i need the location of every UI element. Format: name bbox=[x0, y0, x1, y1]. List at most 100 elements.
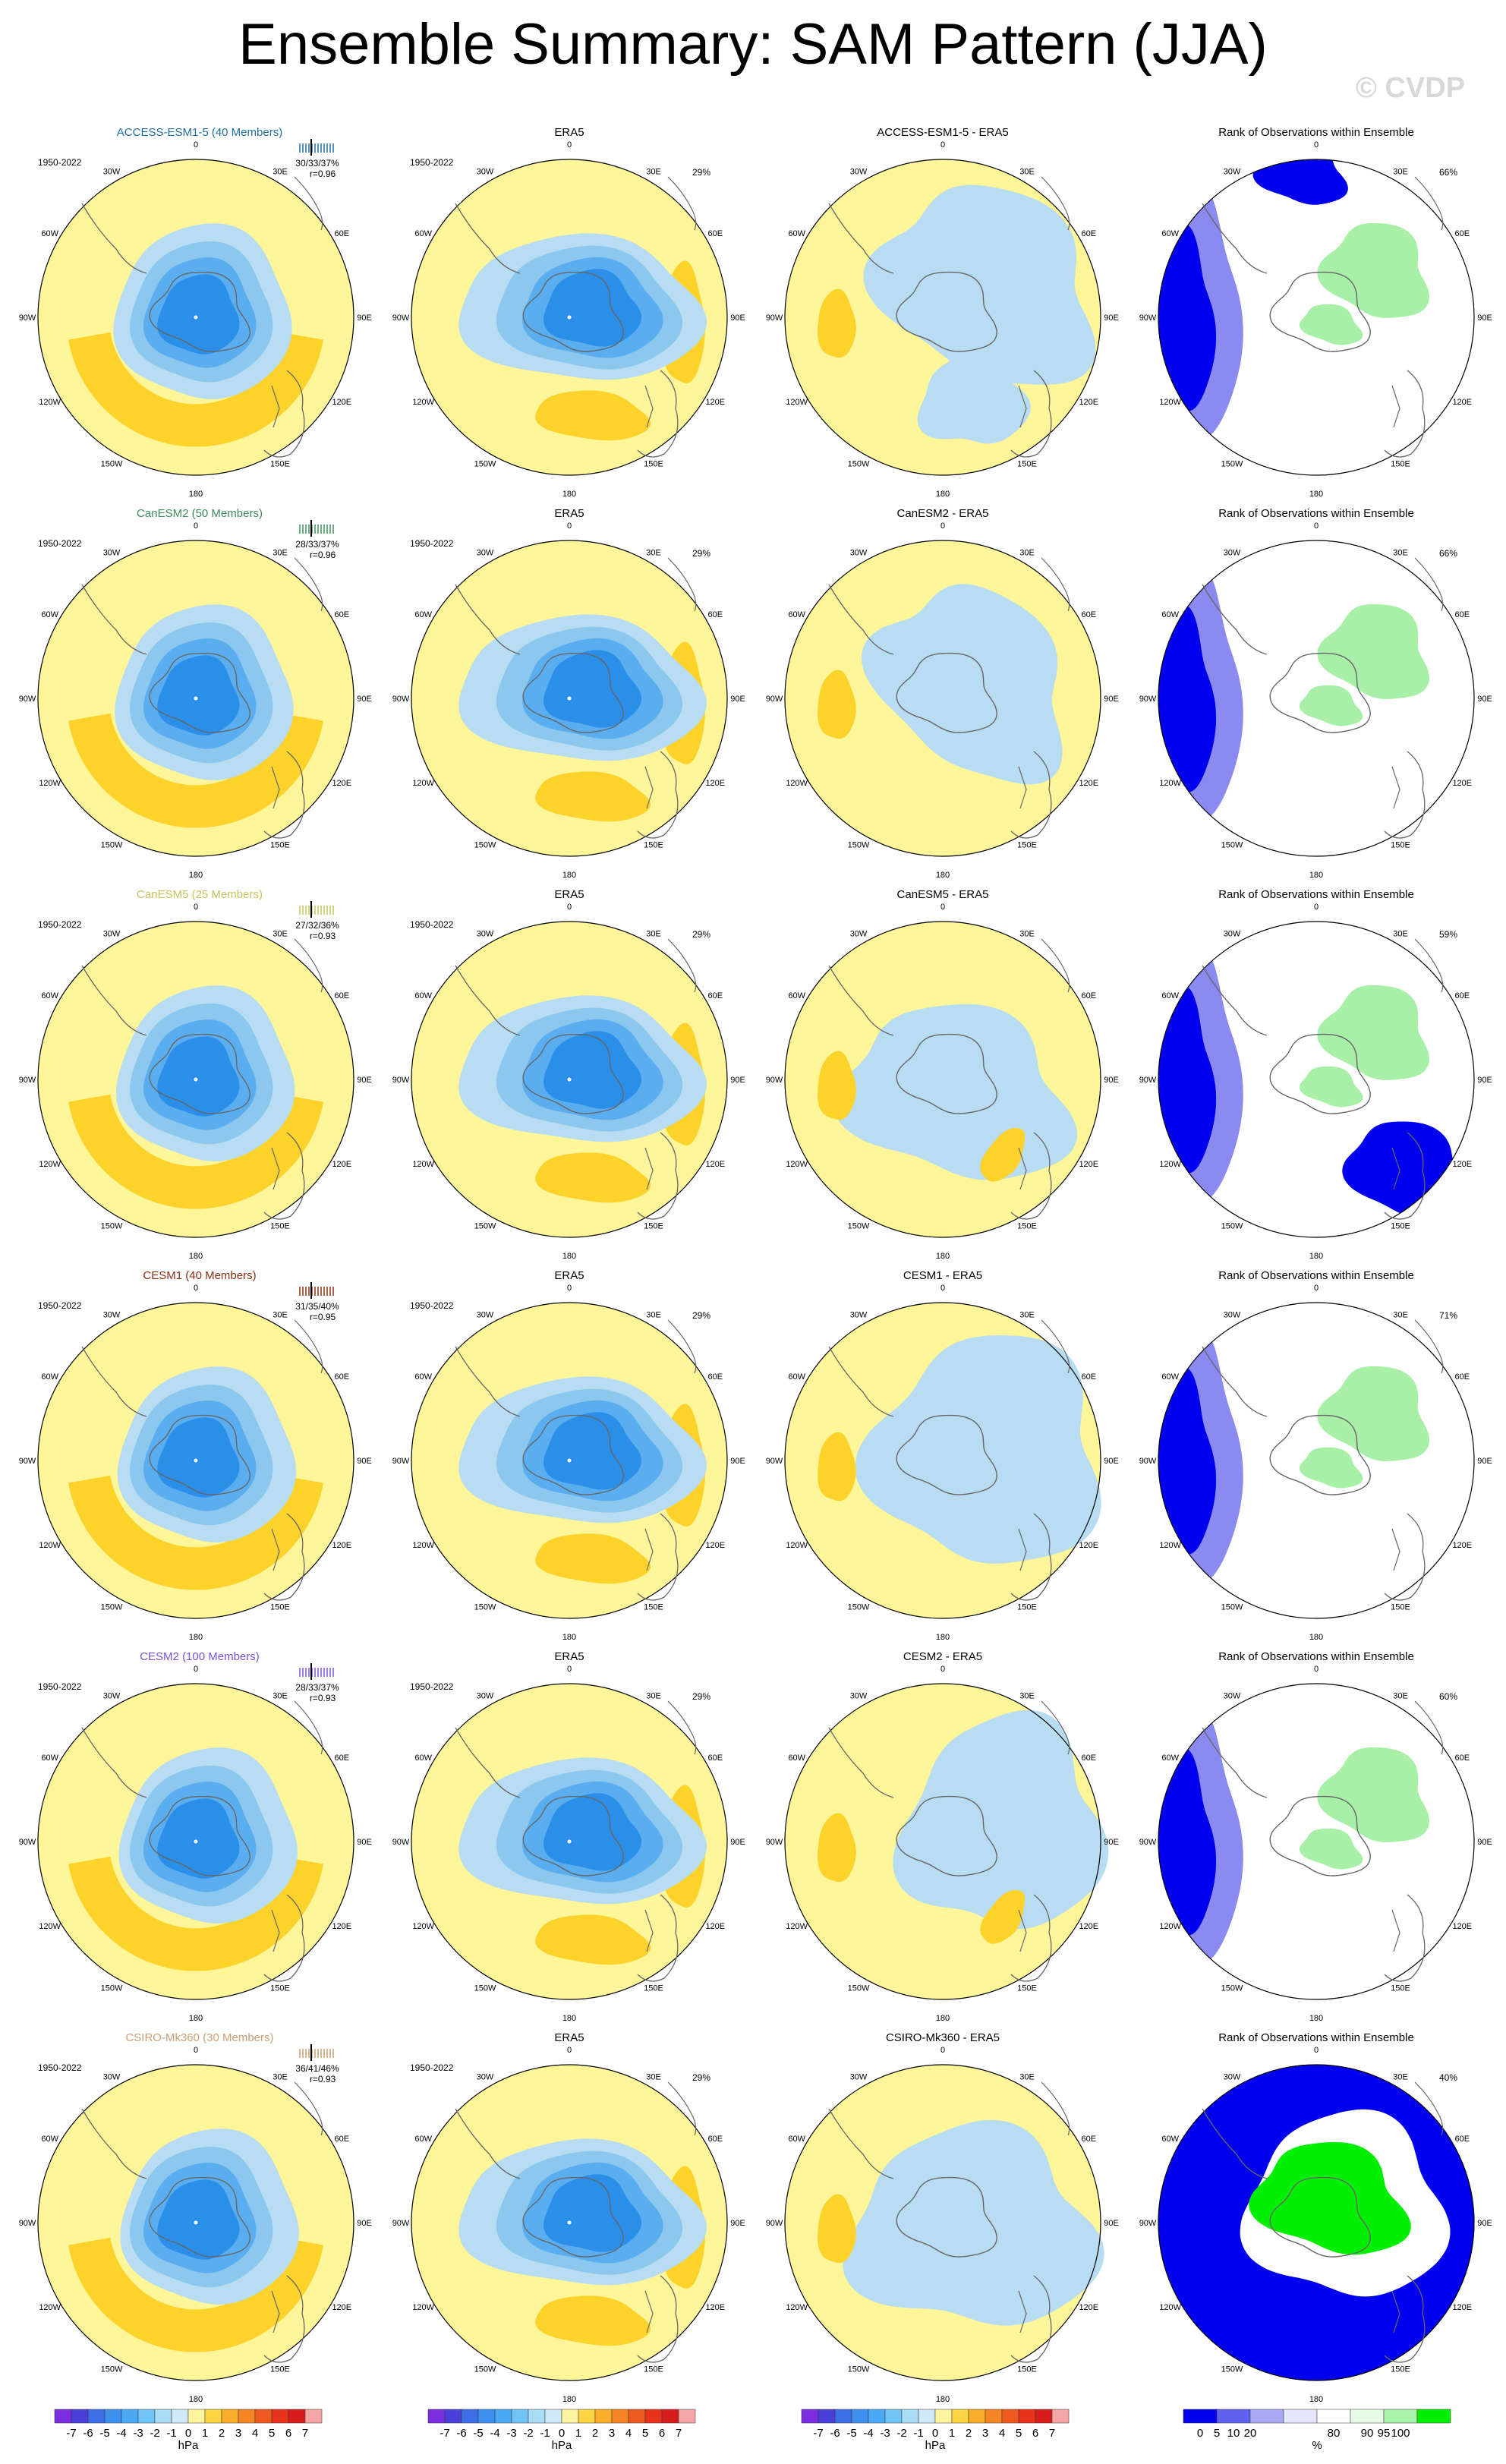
lon-label-30W: 30W bbox=[103, 1692, 121, 1701]
lon-label-90W: 90W bbox=[1139, 695, 1157, 704]
lon-label-120E: 120E bbox=[705, 1160, 725, 1169]
pattern-stats: 31/35/40% bbox=[295, 1301, 339, 1312]
difference-title: CanESM2 - ERA5 bbox=[897, 507, 989, 520]
lon-label-30E: 30E bbox=[1393, 168, 1408, 177]
lon-label-30W: 30W bbox=[103, 2073, 121, 2082]
lon-label-120E: 120E bbox=[1452, 1160, 1472, 1169]
lon-label-30E: 30E bbox=[1019, 2073, 1035, 2082]
lon-label-0: 0 bbox=[194, 1665, 198, 1674]
lon-label-150E: 150E bbox=[1391, 2365, 1410, 2374]
obs-title: ERA5 bbox=[554, 1650, 584, 1663]
lon-label-180: 180 bbox=[189, 1252, 203, 1261]
colorbar-swatch bbox=[1416, 2409, 1451, 2424]
lon-label-60E: 60E bbox=[335, 991, 350, 1000]
colorbar-label: -3 bbox=[880, 2427, 890, 2440]
africa-coastline bbox=[294, 176, 323, 231]
period-label: 1950-2022 bbox=[38, 1681, 82, 1692]
colorbar-swatch bbox=[818, 2409, 836, 2424]
watermark: © CVDP bbox=[1356, 72, 1465, 104]
colorbar-label: -4 bbox=[116, 2427, 126, 2440]
africa-coastline bbox=[1041, 2081, 1070, 2136]
lon-label-150E: 150E bbox=[270, 459, 290, 468]
lon-label-150W: 150W bbox=[848, 840, 870, 849]
colorbar-label: -6 bbox=[456, 2427, 466, 2440]
colorbar-swatch bbox=[578, 2409, 596, 2424]
antarctica-coastline bbox=[149, 652, 250, 733]
lon-label-60W: 60W bbox=[1161, 991, 1179, 1000]
colorbar-swatch bbox=[104, 2409, 122, 2424]
lon-label-90E: 90E bbox=[1477, 2219, 1492, 2228]
new-zealand-coastline bbox=[644, 766, 654, 809]
australia-coastline bbox=[1384, 751, 1426, 839]
panel-observations: ERA5 1950-2022 29% 0 30E 60E 90E 120E 150E 180 150… bbox=[392, 888, 745, 1261]
lon-label-180: 180 bbox=[562, 1252, 576, 1261]
colorbar-label: 4 bbox=[252, 2427, 258, 2440]
lon-label-120W: 120W bbox=[412, 779, 434, 788]
antarctica-coastline bbox=[149, 271, 250, 352]
panel-model: CanESM5 (25 Members) 1950-2022 27/32/36%r=… bbox=[19, 888, 372, 1261]
lon-label-150E: 150E bbox=[1017, 2365, 1037, 2374]
lon-label-120E: 120E bbox=[1452, 2303, 1472, 2312]
lon-label-0: 0 bbox=[1314, 1665, 1319, 1674]
colorbar-label: 6 bbox=[1032, 2427, 1038, 2440]
lon-label-0: 0 bbox=[940, 2046, 945, 2055]
lon-label-0: 0 bbox=[1314, 521, 1319, 531]
lon-label-90E: 90E bbox=[357, 695, 372, 704]
colorbar-swatch bbox=[1001, 2409, 1019, 2424]
lon-label-90E: 90E bbox=[357, 2219, 372, 2228]
panel-difference: CESM1 - ERA5 0 30E 60E 90E 120E 150E 180 150W 120… bbox=[766, 1269, 1119, 1642]
panel-model: CESM1 (40 Members) 1950-2022 31/35/40%r=0.… bbox=[19, 1269, 372, 1642]
lon-label-60E: 60E bbox=[335, 2135, 350, 2144]
row-2: CanESM5 (25 Members) 1950-2022 27/32/36%r=… bbox=[19, 888, 1492, 1261]
new-zealand-coastline bbox=[1391, 385, 1400, 428]
rank-field bbox=[1158, 159, 1474, 475]
lon-label-30E: 30E bbox=[646, 1311, 661, 1320]
lon-label-120W: 120W bbox=[39, 1922, 61, 1931]
lon-label-120E: 120E bbox=[332, 779, 351, 788]
colorbar-label: -2 bbox=[523, 2427, 533, 2440]
lon-label-30W: 30W bbox=[1224, 549, 1241, 558]
period-label: 1950-2022 bbox=[410, 919, 454, 930]
pattern-stats: 36/41/46% bbox=[295, 2063, 339, 2074]
pattern-correlation: r=0.96 bbox=[310, 169, 336, 179]
difference-negative bbox=[843, 2119, 1104, 2326]
south-america-coastline bbox=[828, 1727, 894, 1798]
colorbar-label: 2 bbox=[592, 2427, 598, 2440]
lon-label-120E: 120E bbox=[1452, 1541, 1472, 1550]
africa-coastline bbox=[1414, 1319, 1444, 1374]
lon-label-60E: 60E bbox=[708, 991, 723, 1000]
lon-label-30E: 30E bbox=[1019, 1692, 1035, 1701]
lon-label-60E: 60E bbox=[335, 610, 350, 619]
colorbar-swatch bbox=[1350, 2409, 1385, 2424]
period-label: 1950-2022 bbox=[38, 2062, 82, 2073]
colorbar-label: 5 bbox=[1016, 2427, 1022, 2440]
colorbar-swatch bbox=[1383, 2409, 1418, 2424]
lon-label-60E: 60E bbox=[1455, 1372, 1470, 1382]
model-title: CanESM5 (25 Members) bbox=[137, 888, 263, 901]
lon-label-30W: 30W bbox=[477, 930, 494, 939]
lon-label-60W: 60W bbox=[414, 991, 432, 1000]
antarctica-coastline bbox=[522, 652, 624, 733]
new-zealand-coastline bbox=[1018, 1528, 1027, 1571]
lon-label-180: 180 bbox=[936, 2014, 950, 2023]
difference-title: CanESM5 - ERA5 bbox=[897, 888, 989, 901]
new-zealand-coastline bbox=[271, 1909, 280, 1952]
antarctica-coastline bbox=[522, 1795, 624, 1876]
lon-label-30W: 30W bbox=[1224, 2073, 1241, 2082]
lon-label-120E: 120E bbox=[705, 1541, 725, 1550]
lon-label-150W: 150W bbox=[1221, 2365, 1243, 2374]
rank-high bbox=[1317, 985, 1430, 1080]
lon-label-0: 0 bbox=[194, 903, 198, 912]
antarctica-coastline bbox=[1269, 652, 1371, 733]
ensemble-ticks bbox=[299, 1282, 334, 1299]
lon-label-0: 0 bbox=[1314, 903, 1319, 912]
pattern-correlation: r=0.93 bbox=[310, 931, 336, 941]
pattern-correlation: r=0.96 bbox=[310, 550, 336, 560]
lon-label-120W: 120W bbox=[39, 779, 61, 788]
lon-label-120W: 120W bbox=[1159, 2303, 1181, 2312]
colorbar-label: 20 bbox=[1244, 2427, 1257, 2440]
lon-label-0: 0 bbox=[940, 140, 945, 150]
lon-label-30E: 30E bbox=[1393, 549, 1408, 558]
period-label: 1950-2022 bbox=[410, 1681, 454, 1692]
colorbar-label: -3 bbox=[133, 2427, 143, 2440]
